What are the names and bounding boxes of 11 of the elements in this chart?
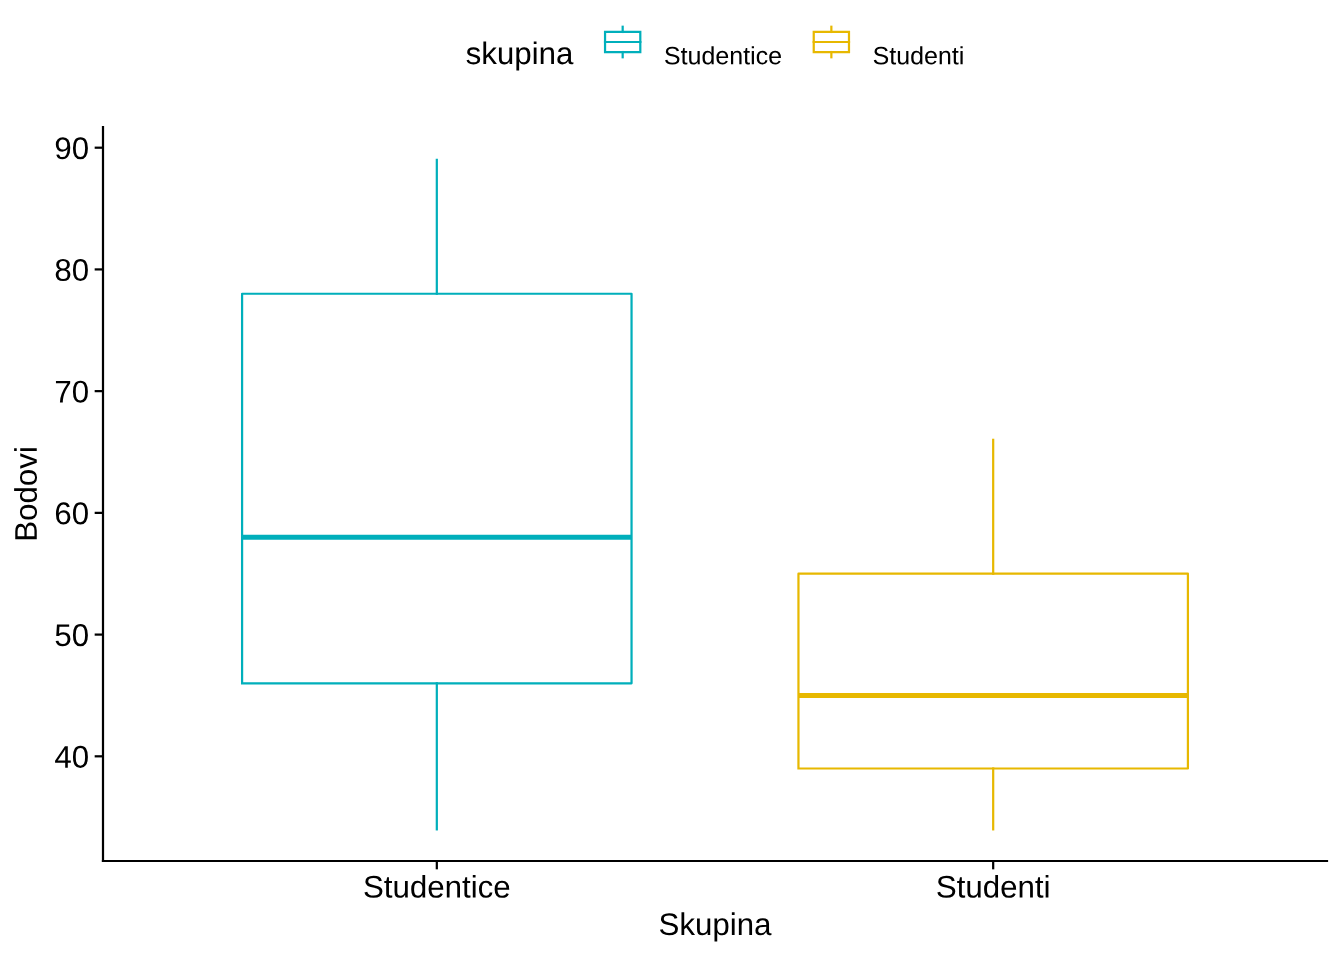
y-tick-label: 60: [55, 502, 88, 525]
legend-label: Studenti: [873, 46, 963, 65]
y-tick-label: 70: [55, 380, 88, 403]
y-axis-title: Bodovi: [14, 448, 38, 540]
y-tick-label: 80: [55, 258, 88, 282]
x-axis-title: Skupina: [659, 912, 772, 942]
legend-title: skupina: [466, 41, 574, 71]
y-tick-label: 50: [55, 624, 88, 647]
y-tick-label: 40: [55, 745, 88, 768]
legend-label: Studentice: [665, 46, 781, 65]
y-tick-label: 90: [55, 137, 88, 160]
